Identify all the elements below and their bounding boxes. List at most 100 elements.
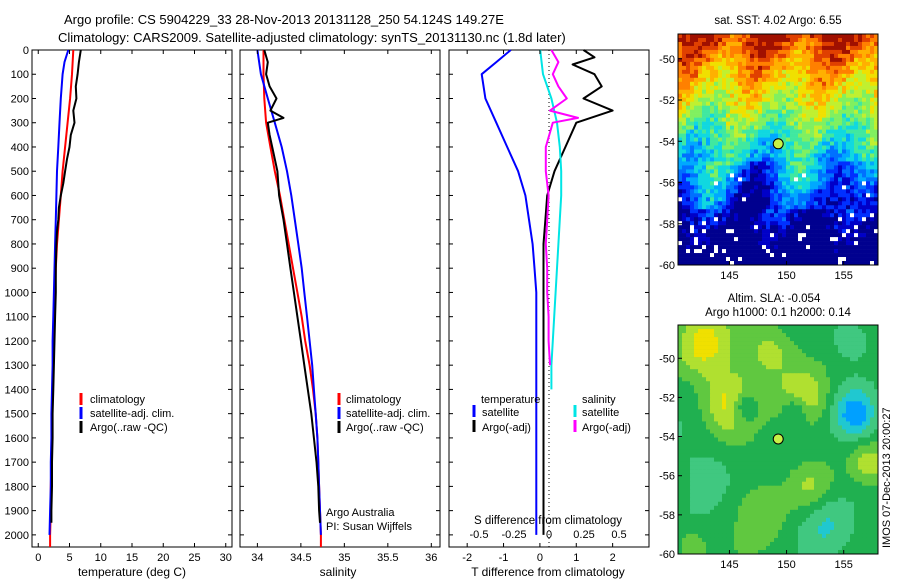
- sst-cell: [786, 125, 791, 130]
- sst-cell: [682, 165, 687, 170]
- sst-cell: [770, 233, 775, 238]
- sst-cell: [682, 77, 687, 83]
- salinity-legend: climatology satellite-adj. clim. Argo(..…: [337, 393, 430, 434]
- sla-cell: [746, 429, 751, 434]
- sst-cell: [862, 153, 867, 158]
- sst-cell: [870, 81, 875, 87]
- sla-cell: [698, 417, 703, 422]
- sla-cell: [734, 437, 739, 442]
- sla-cell: [782, 337, 787, 342]
- sst-cell: [846, 113, 851, 118]
- sst-cell: [766, 241, 771, 246]
- sst-cell: [810, 97, 815, 102]
- sst-cell: [690, 165, 695, 170]
- sst-cell: [858, 149, 863, 154]
- sst-cell: [794, 101, 799, 106]
- sst-cell: [682, 225, 687, 230]
- sla-cell: [762, 453, 767, 458]
- sla-cell: [778, 457, 783, 462]
- sst-cell: [830, 81, 835, 87]
- sst-cell: [778, 225, 783, 230]
- sst-cell: [754, 177, 759, 182]
- sla-cell: [742, 393, 747, 398]
- sst-cell: [838, 229, 843, 234]
- sst-cell: [790, 41, 795, 47]
- sla-cell: [730, 413, 735, 418]
- sst-cell: [870, 57, 875, 63]
- sst-cell: [718, 37, 723, 43]
- sst-cell: [698, 69, 703, 75]
- sst-cell: [842, 41, 847, 47]
- sst-cell: [782, 233, 787, 238]
- sla-cell: [722, 453, 727, 458]
- sst-cell: [746, 181, 751, 186]
- sst-cell: [746, 101, 751, 106]
- sst-cell: [750, 189, 755, 194]
- sst-cell: [846, 237, 851, 242]
- sst-cell: [738, 81, 743, 87]
- sla-cell: [742, 461, 747, 466]
- sst-cell: [694, 73, 699, 79]
- sla-cell: [754, 365, 759, 370]
- sst-cell: [826, 165, 831, 170]
- sst-cell: [778, 81, 783, 87]
- sst-cell: [762, 249, 767, 254]
- sla-cell: [830, 373, 835, 378]
- sst-cell: [818, 149, 823, 154]
- sst-cell: [714, 61, 719, 67]
- sst-cell: [750, 57, 755, 63]
- sst-cell: [806, 193, 811, 198]
- sst-cell: [686, 41, 691, 47]
- sst-cell: [770, 109, 775, 114]
- sst-cell: [842, 189, 847, 194]
- sla-cell: [722, 433, 727, 438]
- sla-cell: [738, 453, 743, 458]
- sst-cell: [690, 221, 695, 226]
- sst-cell: [858, 177, 863, 182]
- sst-cell: [726, 89, 731, 95]
- sst-cell: [790, 221, 795, 226]
- sst-cell: [826, 97, 831, 102]
- sst-cell: [794, 225, 799, 230]
- sst-cell: [850, 189, 855, 194]
- sla-cell: [822, 377, 827, 382]
- sst-cell: [834, 137, 839, 142]
- sst-cell: [798, 193, 803, 198]
- latitude-tick-label: -52: [659, 95, 675, 107]
- sst-cell: [866, 61, 871, 67]
- sst-cell: [822, 37, 827, 43]
- sst-cell: [698, 253, 703, 258]
- sst-cell: [742, 245, 747, 250]
- sla-cell: [822, 381, 827, 386]
- sst-cell: [726, 125, 731, 130]
- sla-cell: [690, 441, 695, 446]
- sst-cell: [698, 61, 703, 67]
- sst-cell: [810, 245, 815, 250]
- sla-cell: [758, 393, 763, 398]
- sla-cell: [842, 405, 847, 410]
- sst-cell: [730, 157, 735, 162]
- sla-cell: [870, 357, 875, 362]
- sst-cell: [798, 89, 803, 95]
- sla-cell: [678, 413, 683, 418]
- sla-cell: [782, 325, 787, 330]
- sla-cell: [810, 417, 815, 422]
- sla-cell: [774, 341, 779, 346]
- sla-cell: [846, 461, 851, 466]
- series-line-salinity-satellite: [539, 49, 563, 390]
- sst-cell: [686, 73, 691, 79]
- sst-cell: [850, 241, 855, 246]
- sst-cell: [694, 113, 699, 118]
- sla-cell: [818, 457, 823, 462]
- depth-tick-label: 200: [11, 93, 29, 105]
- sla-cell: [682, 369, 687, 374]
- sla-cell: [818, 441, 823, 446]
- sst-cell: [694, 109, 699, 114]
- sla-cell: [810, 389, 815, 394]
- sst-cell: [754, 145, 759, 150]
- sst-cell: [806, 245, 811, 250]
- sla-cell: [710, 409, 715, 414]
- sst-cell: [790, 201, 795, 206]
- sst-cell: [822, 225, 827, 230]
- sst-cell: [870, 237, 875, 242]
